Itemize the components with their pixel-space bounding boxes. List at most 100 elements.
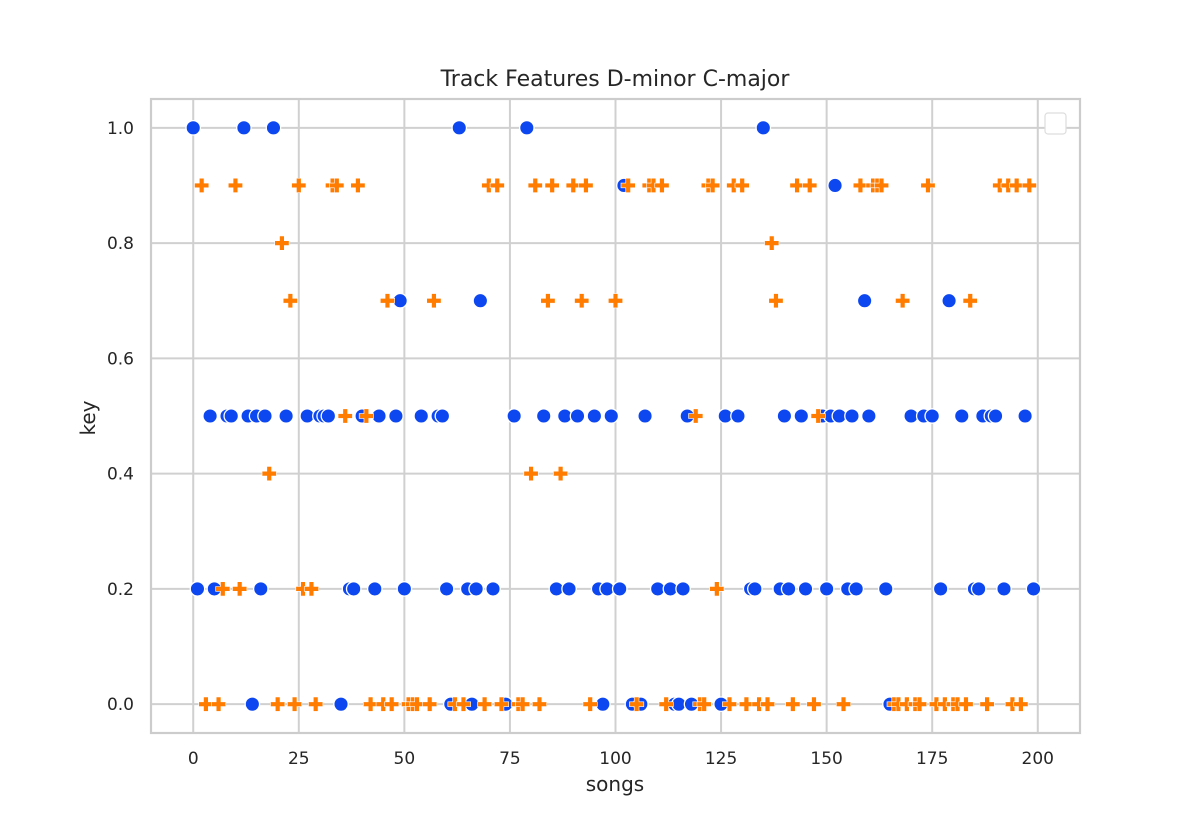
data-point — [252, 581, 269, 597]
data-point — [780, 581, 797, 597]
data-point — [278, 408, 294, 424]
data-point — [658, 696, 674, 712]
data-point — [345, 581, 362, 597]
data-point — [477, 696, 493, 712]
data-point — [358, 408, 374, 424]
data-point — [472, 292, 489, 309]
x-tick-label: 50 — [394, 749, 416, 769]
data-point — [523, 466, 539, 482]
data-point — [611, 581, 628, 597]
data-point — [924, 408, 941, 424]
data-point — [760, 696, 776, 712]
data-point — [371, 408, 387, 424]
y-tick-label: 0.0 — [107, 695, 134, 715]
data-point — [223, 408, 240, 424]
data-point — [202, 408, 218, 424]
data-point — [730, 408, 746, 424]
data-point — [185, 119, 202, 136]
data-point — [227, 177, 243, 193]
data-point — [189, 581, 206, 597]
data-point — [962, 293, 978, 309]
data-point — [578, 177, 594, 193]
data-point — [540, 293, 556, 309]
data-point — [861, 408, 877, 424]
x-axis-label: songs — [586, 772, 644, 796]
data-point — [257, 408, 273, 424]
data-point — [438, 581, 455, 597]
data-point — [426, 293, 442, 309]
data-point — [489, 177, 505, 193]
data-point — [785, 696, 801, 712]
data-point — [722, 696, 738, 712]
data-point — [696, 696, 712, 712]
x-tick-label: 75 — [499, 749, 521, 769]
data-point — [350, 177, 366, 193]
data-point — [802, 177, 818, 193]
legend-box — [1044, 112, 1067, 135]
data-point — [527, 177, 543, 193]
data-point — [455, 696, 471, 712]
data-point — [287, 696, 303, 712]
chart-title: Track Features D-minor C-major — [440, 67, 791, 92]
data-point — [379, 293, 395, 309]
data-point — [329, 177, 345, 193]
data-point — [574, 293, 590, 309]
data-point — [565, 177, 581, 193]
data-point — [836, 696, 852, 712]
data-point — [877, 581, 894, 597]
data-point — [856, 292, 873, 309]
data-point — [582, 696, 598, 712]
data-point — [434, 408, 451, 424]
data-point — [874, 177, 890, 193]
x-tick-label: 125 — [705, 749, 737, 769]
data-point — [531, 696, 547, 712]
data-point — [1017, 408, 1033, 424]
data-point — [569, 408, 586, 424]
data-point — [1025, 581, 1042, 597]
data-point — [768, 293, 784, 309]
data-point — [603, 408, 620, 424]
data-point — [261, 466, 277, 482]
data-point — [265, 119, 282, 136]
data-point — [789, 177, 805, 193]
data-point — [244, 696, 261, 713]
data-point — [468, 581, 484, 597]
data-point — [629, 696, 645, 712]
data-point — [734, 177, 750, 193]
data-point — [793, 408, 810, 424]
data-point — [384, 696, 400, 712]
x-tick-label: 100 — [599, 749, 631, 769]
y-tick-label: 0.6 — [107, 349, 134, 369]
data-point — [392, 292, 408, 309]
y-tick-label: 0.4 — [107, 465, 134, 485]
x-tick-label: 150 — [810, 749, 842, 769]
data-point — [1013, 696, 1029, 712]
data-point — [198, 696, 214, 712]
data-point — [620, 177, 636, 193]
tick-labels: 0 25 50 75 100 125 150 175 200 0.0 0.2 0.4 0.6 0.8 1.0 — [107, 119, 1054, 769]
data-points — [185, 119, 1042, 713]
data-point — [1021, 177, 1037, 193]
data-point — [282, 293, 298, 309]
y-axis-label: key — [76, 400, 100, 435]
data-point — [852, 177, 868, 193]
data-point — [654, 177, 670, 193]
data-point — [363, 696, 379, 712]
data-point — [746, 581, 763, 597]
x-tick-label: 0 — [188, 749, 199, 769]
data-point — [303, 581, 319, 597]
data-point — [594, 696, 611, 713]
data-point — [337, 408, 353, 424]
data-point — [755, 119, 772, 136]
data-point — [586, 408, 603, 424]
data-point — [827, 177, 843, 194]
y-tick-label: 1.0 — [107, 119, 134, 139]
data-point — [194, 177, 210, 193]
data-point — [912, 696, 928, 712]
data-point — [776, 408, 793, 424]
data-point — [953, 408, 970, 424]
data-point — [797, 581, 814, 597]
data-point — [941, 292, 957, 309]
data-point — [688, 408, 704, 424]
data-point — [308, 696, 324, 712]
